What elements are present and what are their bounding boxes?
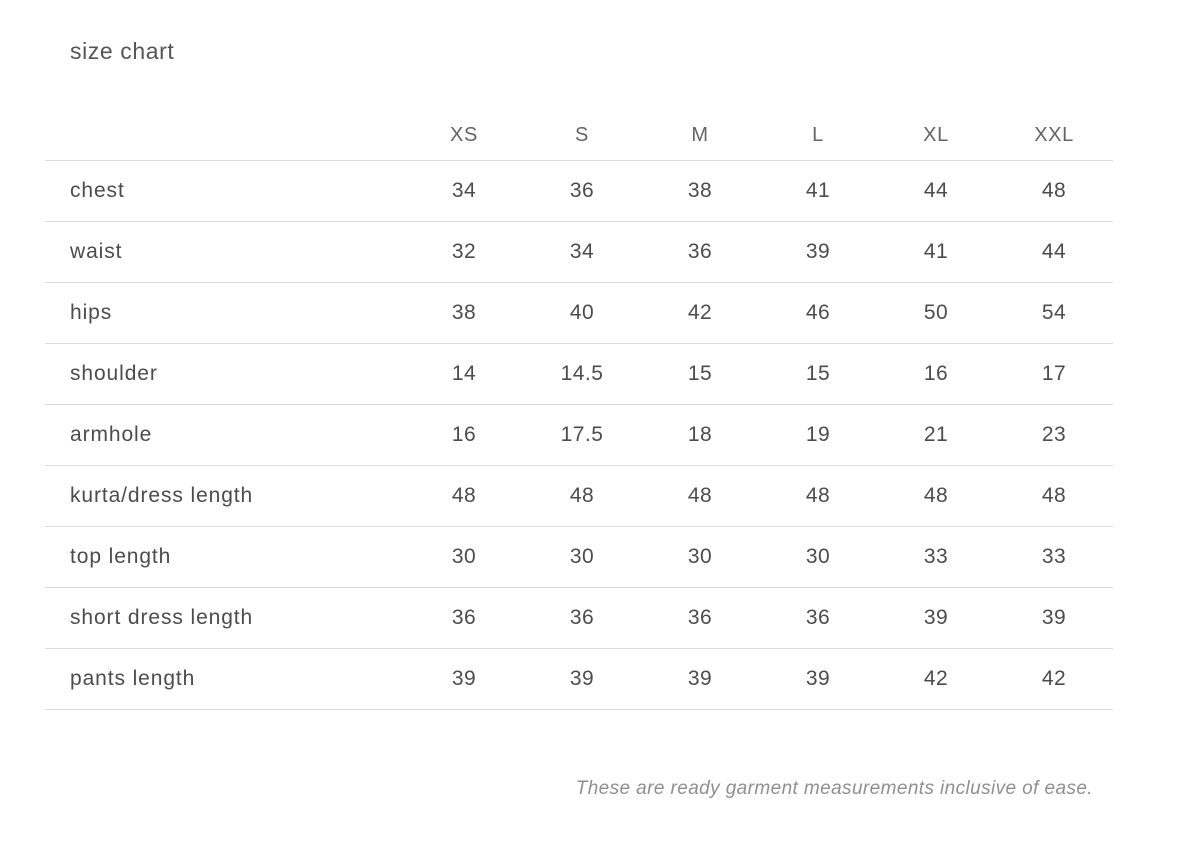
measurement-value: 42 <box>995 648 1113 710</box>
measurement-value: 39 <box>877 587 995 649</box>
table-body: chest 34 36 38 41 44 48 waist 32 34 36 39 41 44 hips 38… <box>45 160 1113 710</box>
row-label: pants length <box>45 648 405 710</box>
row-label: kurta/dress length <box>45 465 405 527</box>
measurement-value: 16 <box>405 404 523 466</box>
measurement-value: 15 <box>641 343 759 405</box>
table-row: top length 30 30 30 30 33 33 <box>45 526 1113 588</box>
table-row: hips 38 40 42 46 50 54 <box>45 282 1113 344</box>
row-label: short dress length <box>45 587 405 649</box>
measurement-value: 33 <box>995 526 1113 588</box>
measurement-value: 41 <box>877 221 995 283</box>
measurement-value: 14.5 <box>523 343 641 405</box>
table-row: waist 32 34 36 39 41 44 <box>45 221 1113 283</box>
measurement-value: 17 <box>995 343 1113 405</box>
measurement-value: 48 <box>877 465 995 527</box>
measurement-value: 30 <box>641 526 759 588</box>
measurement-value: 19 <box>759 404 877 466</box>
measurement-value: 36 <box>523 587 641 649</box>
size-chart-table: XS S M L XL XXL chest 34 36 38 41 44 48 waist 32 34 36 3… <box>45 110 1113 710</box>
measurement-value: 48 <box>405 465 523 527</box>
row-label: top length <box>45 526 405 588</box>
measurement-value: 36 <box>759 587 877 649</box>
measurement-value: 39 <box>759 648 877 710</box>
measurement-value: 38 <box>641 160 759 222</box>
column-header: XS <box>405 110 523 161</box>
measurement-value: 50 <box>877 282 995 344</box>
measurement-value: 30 <box>759 526 877 588</box>
row-label: shoulder <box>45 343 405 405</box>
measurement-value: 48 <box>523 465 641 527</box>
column-header: M <box>641 110 759 161</box>
measurement-value: 41 <box>759 160 877 222</box>
measurement-value: 39 <box>405 648 523 710</box>
measurement-value: 44 <box>995 221 1113 283</box>
measurement-value: 30 <box>523 526 641 588</box>
measurement-value: 46 <box>759 282 877 344</box>
measurement-value: 42 <box>641 282 759 344</box>
measurement-footnote: These are ready garment measurements inc… <box>575 778 1093 799</box>
measurement-value: 30 <box>405 526 523 588</box>
measurement-value: 36 <box>405 587 523 649</box>
measurement-value: 15 <box>759 343 877 405</box>
measurement-value: 39 <box>995 587 1113 649</box>
measurement-value: 42 <box>877 648 995 710</box>
measurement-value: 48 <box>995 465 1113 527</box>
measurement-value: 32 <box>405 221 523 283</box>
measurement-value: 40 <box>523 282 641 344</box>
table-row: armhole 16 17.5 18 19 21 23 <box>45 404 1113 466</box>
table-row: shoulder 14 14.5 15 15 16 17 <box>45 343 1113 405</box>
column-header: XXL <box>995 110 1113 161</box>
column-header: L <box>759 110 877 161</box>
row-label: waist <box>45 221 405 283</box>
measurement-value: 34 <box>405 160 523 222</box>
measurement-value: 18 <box>641 404 759 466</box>
measurement-value: 14 <box>405 343 523 405</box>
measurement-value: 38 <box>405 282 523 344</box>
measurement-value: 39 <box>523 648 641 710</box>
table-row: short dress length 36 36 36 36 39 39 <box>45 587 1113 649</box>
measurement-value: 36 <box>641 221 759 283</box>
table-row: kurta/dress length 48 48 48 48 48 48 <box>45 465 1113 527</box>
header-row: XS S M L XL XXL <box>45 110 1113 161</box>
table-row: pants length 39 39 39 39 42 42 <box>45 648 1113 710</box>
measurement-value: 36 <box>523 160 641 222</box>
measurement-value: 39 <box>641 648 759 710</box>
row-label: chest <box>45 160 405 222</box>
measurement-value: 44 <box>877 160 995 222</box>
row-label: hips <box>45 282 405 344</box>
measurement-value: 48 <box>995 160 1113 222</box>
page-title: size chart <box>70 38 175 64</box>
column-header: S <box>523 110 641 161</box>
measurement-value: 48 <box>641 465 759 527</box>
measurement-value: 36 <box>641 587 759 649</box>
measurement-value: 17.5 <box>523 404 641 466</box>
measurement-value: 34 <box>523 221 641 283</box>
measurement-value: 23 <box>995 404 1113 466</box>
measurement-value: 21 <box>877 404 995 466</box>
column-header: XL <box>877 110 995 161</box>
row-label: armhole <box>45 404 405 466</box>
measurement-value: 39 <box>759 221 877 283</box>
measurement-value: 48 <box>759 465 877 527</box>
measurement-value: 54 <box>995 282 1113 344</box>
measurement-value: 16 <box>877 343 995 405</box>
table-row: chest 34 36 38 41 44 48 <box>45 160 1113 222</box>
measurement-value: 33 <box>877 526 995 588</box>
corner-cell <box>45 110 405 161</box>
